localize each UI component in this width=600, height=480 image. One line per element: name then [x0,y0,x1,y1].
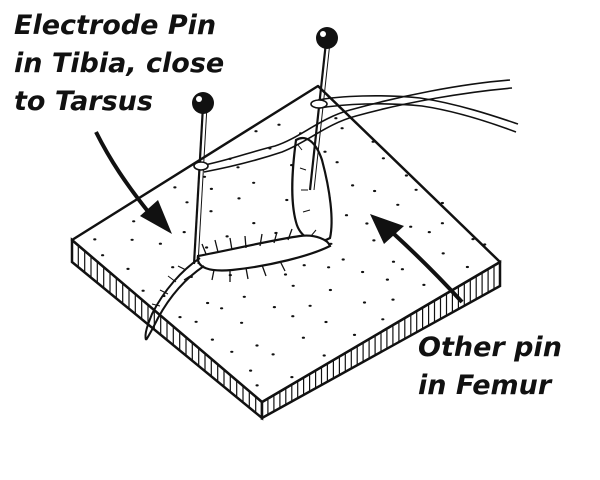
electrode-pin [192,92,214,265]
label-femur-line-2: in Femur [418,370,553,401]
arrow-to-tibia [94,131,172,234]
pin [308,27,338,191]
arrow-to-femur [370,214,464,304]
electrode-wire [199,79,519,173]
label-femur-line-1: Other pin [418,332,562,363]
label-electrode-line-1: Electrode Pin [14,10,216,41]
label-electrode-line-3: to Tarsus [14,86,153,117]
cockroach-leg [144,136,333,341]
label-electrode: Electrode Pin in Tibia, close to Tarsus [14,10,224,117]
label-femur: Other pin in Femur [418,332,562,401]
label-electrode-line-2: in Tibia, close [14,48,224,79]
